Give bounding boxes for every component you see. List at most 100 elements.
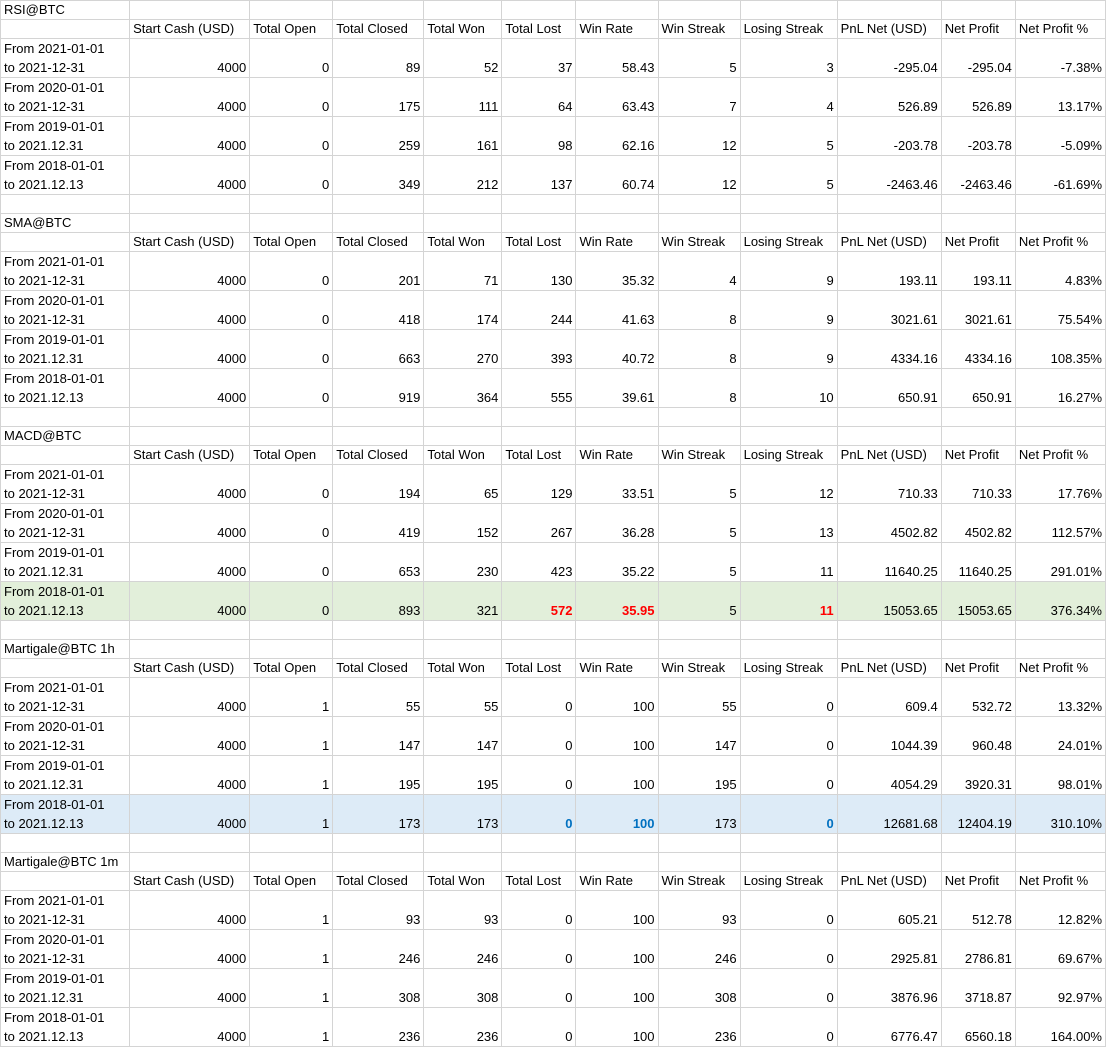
- section-title[interactable]: Martigale@BTC 1m: [0, 852, 131, 872]
- value-cell[interactable]: 4054.29: [836, 755, 942, 795]
- column-header[interactable]: Losing Streak: [739, 445, 838, 465]
- value-cell[interactable]: 419: [332, 503, 425, 543]
- value-cell[interactable]: 75.54%: [1014, 290, 1107, 330]
- empty-cell[interactable]: [129, 194, 251, 214]
- value-cell[interactable]: 1: [249, 890, 334, 930]
- value-cell[interactable]: 71: [423, 251, 503, 291]
- column-header[interactable]: Losing Streak: [739, 232, 838, 252]
- empty-cell[interactable]: [657, 407, 741, 427]
- value-cell[interactable]: 236: [332, 1007, 425, 1047]
- column-header[interactable]: Start Cash (USD): [129, 232, 251, 252]
- empty-cell[interactable]: [332, 639, 425, 659]
- value-cell[interactable]: 10: [739, 368, 838, 408]
- value-cell[interactable]: 0: [739, 890, 838, 930]
- value-cell[interactable]: 16.27%: [1014, 368, 1107, 408]
- empty-cell[interactable]: [249, 833, 334, 853]
- column-header[interactable]: Total Won: [423, 871, 503, 891]
- period-cell[interactable]: From 2019-01-01 to 2021.12.31: [0, 542, 131, 582]
- column-header[interactable]: Net Profit %: [1014, 658, 1107, 678]
- empty-cell[interactable]: [249, 194, 334, 214]
- value-cell[interactable]: 92.97%: [1014, 968, 1107, 1008]
- column-header[interactable]: Total Closed: [332, 445, 425, 465]
- period-cell[interactable]: From 2020-01-01 to 2021-12-31: [0, 929, 131, 969]
- value-cell[interactable]: 3021.61: [836, 290, 942, 330]
- value-cell[interactable]: 308: [423, 968, 503, 1008]
- value-cell[interactable]: 1: [249, 677, 334, 717]
- value-cell[interactable]: 69.67%: [1014, 929, 1107, 969]
- empty-cell[interactable]: [836, 0, 942, 20]
- value-cell[interactable]: 12681.68: [836, 794, 942, 834]
- value-cell[interactable]: 8: [657, 290, 741, 330]
- value-cell[interactable]: 919: [332, 368, 425, 408]
- empty-cell[interactable]: [1014, 0, 1107, 20]
- column-header[interactable]: Net Profit: [940, 445, 1016, 465]
- value-cell[interactable]: 24.01%: [1014, 716, 1107, 756]
- value-cell[interactable]: -203.78: [836, 116, 942, 156]
- period-cell[interactable]: From 2018-01-01 to 2021.12.13: [0, 581, 131, 621]
- value-cell[interactable]: 147: [657, 716, 741, 756]
- empty-cell[interactable]: [501, 407, 577, 427]
- empty-cell[interactable]: [836, 194, 942, 214]
- empty-cell[interactable]: [657, 426, 741, 446]
- value-cell[interactable]: 4000: [129, 677, 251, 717]
- period-cell[interactable]: From 2020-01-01 to 2021-12-31: [0, 716, 131, 756]
- empty-cell[interactable]: [332, 426, 425, 446]
- value-cell[interactable]: 0: [249, 368, 334, 408]
- value-cell[interactable]: 111: [423, 77, 503, 117]
- value-cell[interactable]: 12: [657, 155, 741, 195]
- value-cell[interactable]: 270: [423, 329, 503, 369]
- value-cell[interactable]: -61.69%: [1014, 155, 1107, 195]
- value-cell[interactable]: 418: [332, 290, 425, 330]
- value-cell[interactable]: 663: [332, 329, 425, 369]
- value-cell[interactable]: 605.21: [836, 890, 942, 930]
- value-cell[interactable]: 512.78: [940, 890, 1016, 930]
- empty-cell[interactable]: [249, 639, 334, 659]
- value-cell[interactable]: 55: [423, 677, 503, 717]
- value-cell[interactable]: 259: [332, 116, 425, 156]
- empty-cell[interactable]: [940, 407, 1016, 427]
- empty-cell[interactable]: [332, 407, 425, 427]
- value-cell[interactable]: -2463.46: [940, 155, 1016, 195]
- value-cell[interactable]: 195: [423, 755, 503, 795]
- period-cell[interactable]: From 2018-01-01 to 2021.12.13: [0, 368, 131, 408]
- value-cell[interactable]: 1: [249, 929, 334, 969]
- value-cell[interactable]: 130: [501, 251, 577, 291]
- period-cell[interactable]: From 2020-01-01 to 2021-12-31: [0, 290, 131, 330]
- empty-cell[interactable]: [657, 833, 741, 853]
- column-header[interactable]: Win Streak: [657, 19, 741, 39]
- column-header[interactable]: Net Profit: [940, 19, 1016, 39]
- empty-cell[interactable]: [0, 833, 131, 853]
- empty-cell[interactable]: [836, 852, 942, 872]
- value-cell[interactable]: 4000: [129, 968, 251, 1008]
- value-cell[interactable]: 175: [332, 77, 425, 117]
- value-cell[interactable]: 393: [501, 329, 577, 369]
- value-cell[interactable]: 0: [249, 329, 334, 369]
- value-cell[interactable]: 4000: [129, 542, 251, 582]
- value-cell[interactable]: 98: [501, 116, 577, 156]
- column-header[interactable]: Total Closed: [332, 658, 425, 678]
- column-header[interactable]: Start Cash (USD): [129, 445, 251, 465]
- value-cell[interactable]: 653: [332, 542, 425, 582]
- value-cell[interactable]: 152: [423, 503, 503, 543]
- value-cell[interactable]: 1: [249, 794, 334, 834]
- value-cell[interactable]: 35.22: [575, 542, 659, 582]
- value-cell[interactable]: 0: [739, 794, 838, 834]
- empty-cell[interactable]: [940, 426, 1016, 446]
- value-cell[interactable]: 236: [423, 1007, 503, 1047]
- empty-cell[interactable]: [940, 620, 1016, 640]
- value-cell[interactable]: 64: [501, 77, 577, 117]
- value-cell[interactable]: 35.32: [575, 251, 659, 291]
- section-title[interactable]: MACD@BTC: [0, 426, 131, 446]
- value-cell[interactable]: 0: [739, 716, 838, 756]
- column-header[interactable]: Win Rate: [575, 19, 659, 39]
- value-cell[interactable]: 4000: [129, 581, 251, 621]
- empty-cell[interactable]: [739, 852, 838, 872]
- value-cell[interactable]: 572: [501, 581, 577, 621]
- value-cell[interactable]: 2786.81: [940, 929, 1016, 969]
- value-cell[interactable]: 1: [249, 716, 334, 756]
- empty-cell[interactable]: [657, 213, 741, 233]
- column-header[interactable]: Total Won: [423, 658, 503, 678]
- value-cell[interactable]: 4000: [129, 794, 251, 834]
- period-cell[interactable]: From 2019-01-01 to 2021.12.31: [0, 755, 131, 795]
- value-cell[interactable]: 0: [501, 794, 577, 834]
